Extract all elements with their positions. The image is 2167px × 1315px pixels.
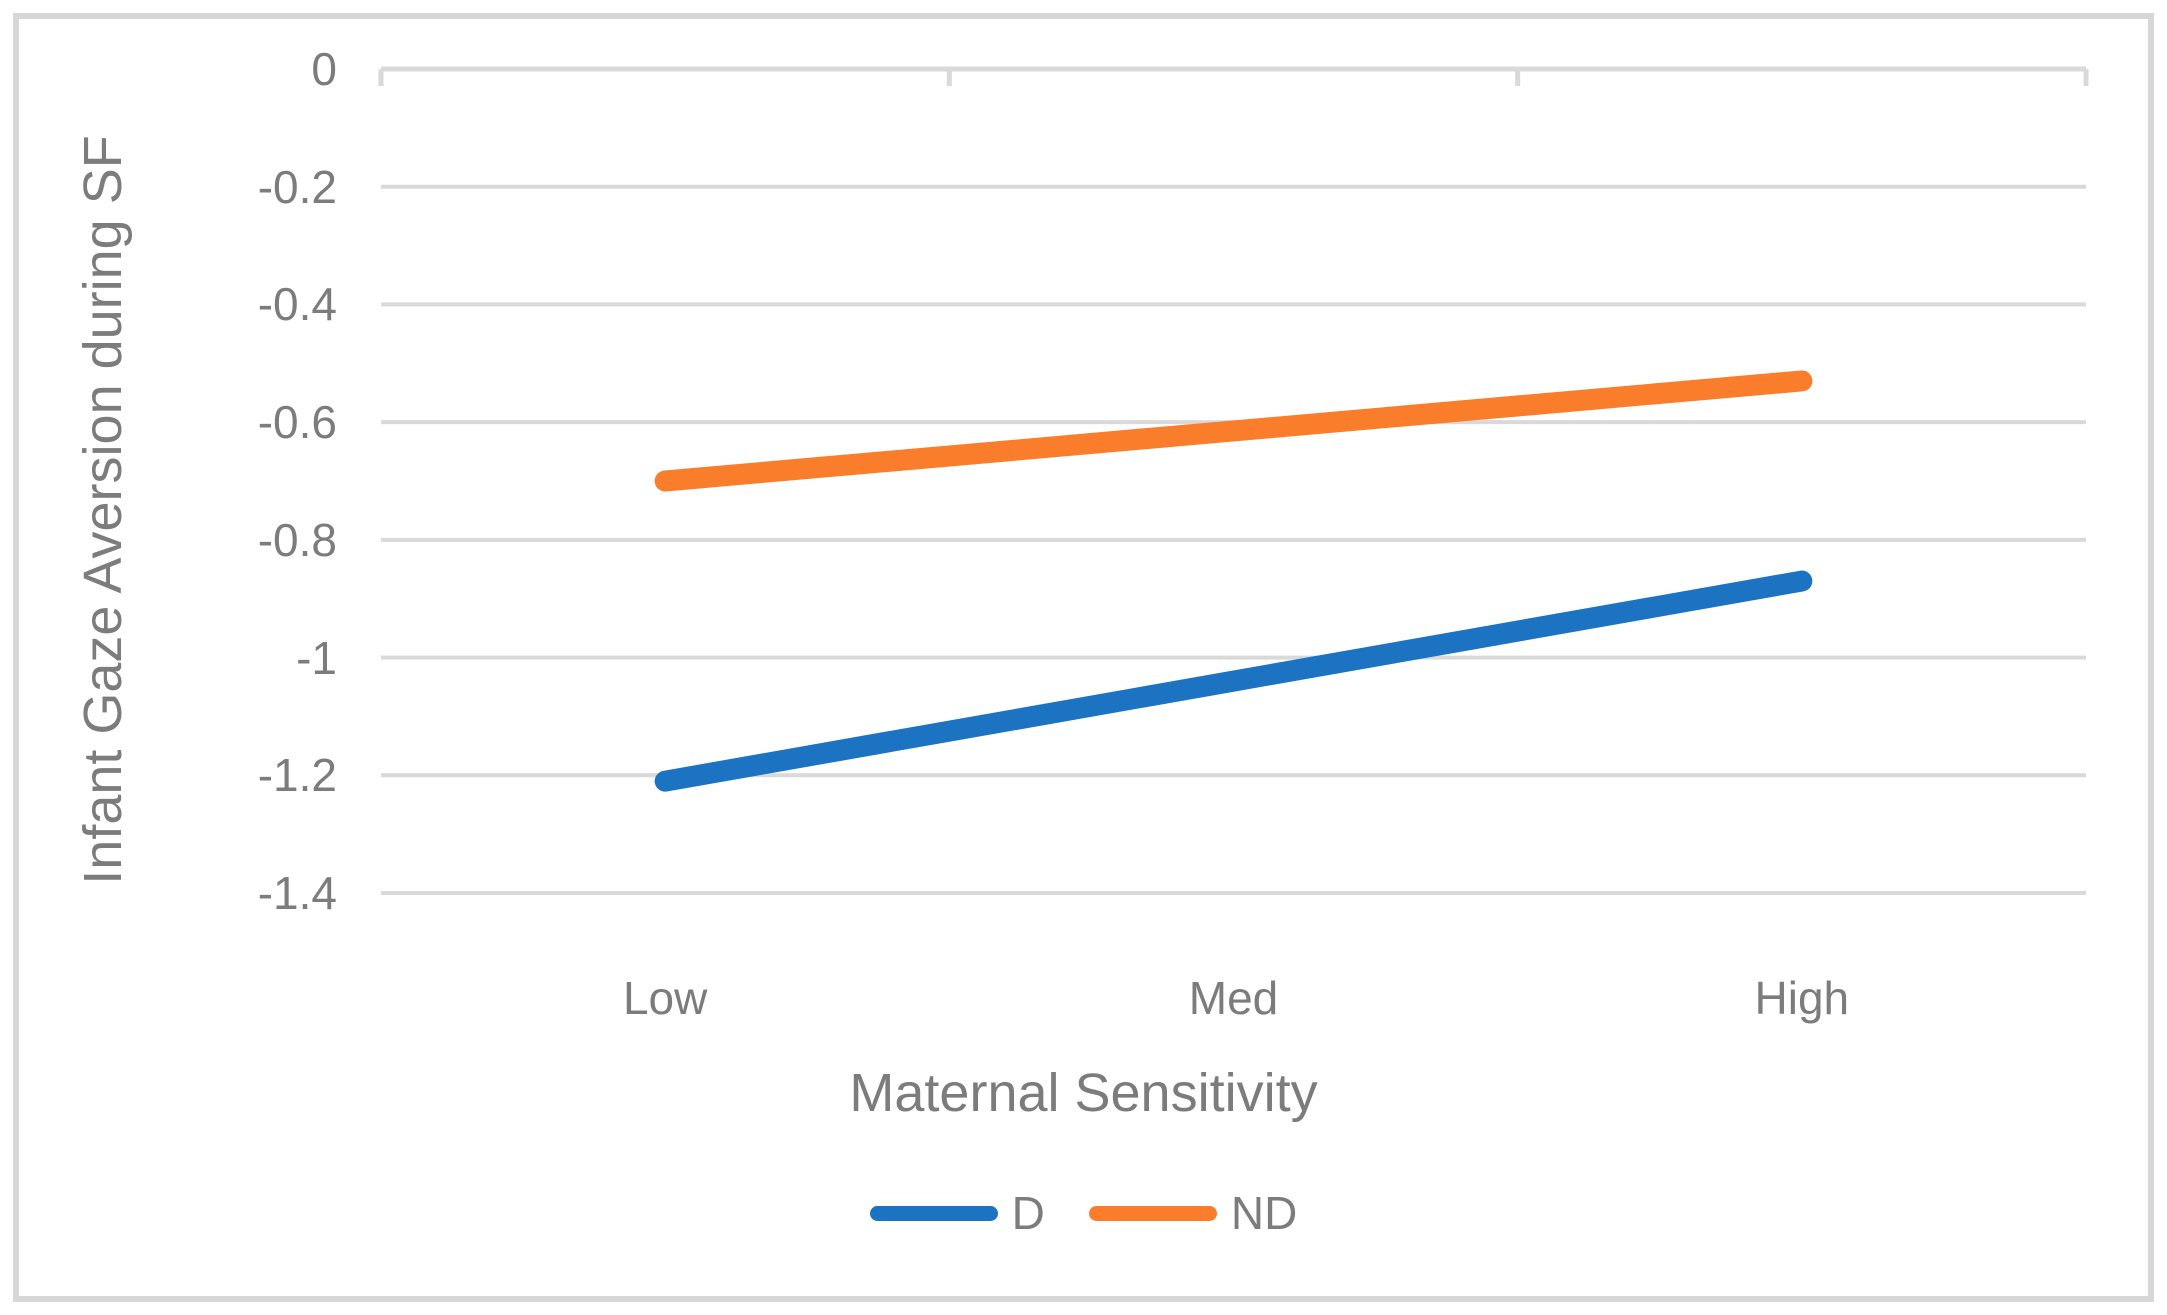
legend-item-nd: ND: [1088, 1185, 1298, 1241]
x-axis-title: Maternal Sensitivity: [849, 1063, 1318, 1123]
plot-area: [378, 66, 2089, 895]
legend-line-swatch-icon: [1088, 1205, 1217, 1221]
x-tick-label-high: High: [1754, 972, 1850, 1024]
legend-line-swatch-icon: [869, 1205, 998, 1221]
series-line-d: [654, 570, 1813, 792]
y-tick-label: -0.2: [257, 160, 337, 213]
chart-canvas: [378, 66, 2089, 895]
y-tick-label: -1: [296, 631, 337, 684]
y-tick-label: -1.4: [257, 867, 337, 919]
series-line-nd: [654, 370, 1813, 492]
y-tick-label: -0.6: [257, 396, 337, 449]
legend-label: D: [1011, 1187, 1045, 1239]
legend-label: ND: [1230, 1187, 1298, 1239]
y-tick-label: -0.4: [257, 278, 337, 331]
y-tick-label: -0.8: [257, 513, 337, 566]
legend: D ND: [0, 1183, 2167, 1243]
x-tick-label-med: Med: [1188, 972, 1279, 1024]
y-tick-label: 0: [311, 43, 337, 95]
y-tick-label: -1.2: [257, 749, 337, 802]
x-tick-label-low: Low: [622, 972, 708, 1024]
legend-item-d: D: [869, 1185, 1045, 1241]
